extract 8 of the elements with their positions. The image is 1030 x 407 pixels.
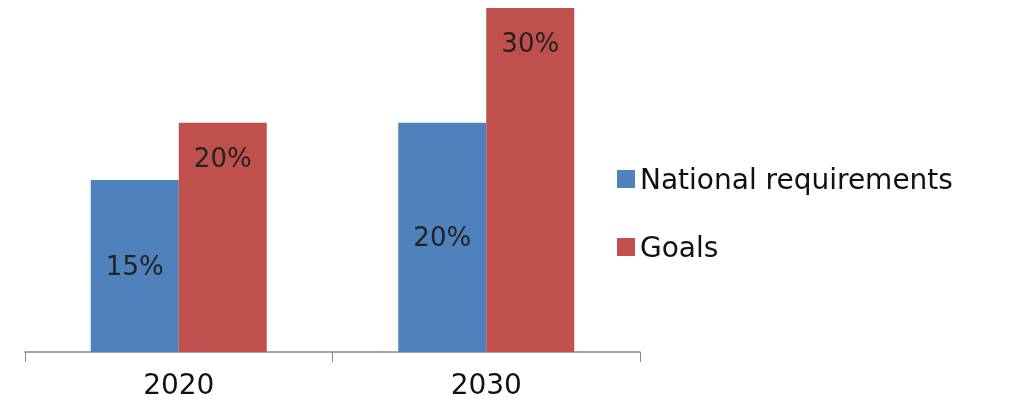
x-tick-label: 2030: [450, 367, 522, 401]
legend-label: National requirements: [640, 162, 953, 196]
x-tick-label: 2020: [143, 367, 215, 401]
data-label: 20%: [413, 222, 472, 253]
data-label: 15%: [105, 251, 164, 281]
data-label: 20%: [193, 142, 252, 173]
data-label: 30%: [501, 28, 560, 58]
legend-label: Goals: [640, 230, 719, 264]
